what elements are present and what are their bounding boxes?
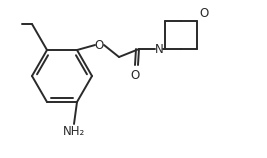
Text: O: O [130, 69, 140, 82]
Text: N: N [155, 43, 163, 55]
Text: O: O [199, 7, 208, 20]
Text: O: O [94, 39, 104, 52]
Text: NH₂: NH₂ [63, 125, 85, 138]
